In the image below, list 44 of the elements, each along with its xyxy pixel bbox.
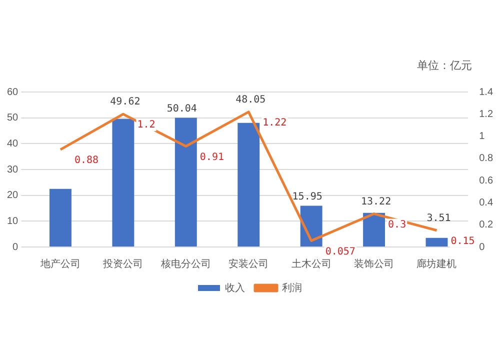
y-tick-label: 20	[7, 190, 19, 202]
data-label: 0.057	[325, 246, 356, 258]
data-label: 0.15	[450, 236, 475, 247]
data-label: 0.88	[74, 155, 99, 166]
data-label: 1.2	[137, 120, 156, 131]
y-tick-label: 40	[7, 138, 19, 150]
data-label: 0.3	[388, 219, 406, 230]
y2-tick-label: 0	[479, 242, 486, 253]
x-tick-label: 装饰公司	[354, 258, 394, 270]
y2-tick-label: 1	[479, 131, 486, 142]
bar	[238, 122, 260, 246]
data-label: 48.05	[236, 94, 266, 106]
y2-tick-label: 0.6	[479, 175, 494, 186]
data-label: 3.51	[426, 212, 451, 224]
y2-tick-label: 1.2	[479, 108, 494, 120]
bar	[426, 238, 448, 246]
y-tick-label: 60	[7, 86, 19, 98]
y2-tick-label: 0.2	[479, 220, 494, 231]
data-label: 15.95	[292, 191, 322, 202]
bar	[50, 188, 72, 246]
x-tick-label: 土木公司	[291, 258, 332, 270]
y2-tick-label: 0.4	[479, 197, 494, 208]
bar	[363, 212, 386, 246]
data-label: 50.04	[166, 103, 197, 114]
legend-label: 收入	[225, 282, 245, 294]
y-tick-label: 10	[7, 216, 19, 227]
x-tick-label: 廊坊建机	[416, 258, 457, 270]
legend-label: 利润	[282, 282, 302, 294]
y-tick-label: 30	[7, 164, 19, 176]
y-tick-label: 50	[7, 112, 19, 124]
y2-tick-label: 1.4	[479, 86, 494, 98]
bar	[174, 118, 197, 246]
y2-tick-label: 0.8	[479, 153, 494, 164]
bar	[112, 118, 134, 246]
data-label: 49.62	[110, 96, 140, 108]
x-tick-label: 投资公司	[102, 258, 144, 270]
x-tick-label: 安装公司	[228, 258, 269, 270]
x-tick-label: 核电分公司	[160, 258, 211, 270]
x-tick-label: 地产公司	[39, 258, 80, 270]
data-label: 0.91	[200, 152, 224, 163]
data-label: 13.22	[360, 196, 392, 208]
data-label: 1.22	[262, 118, 287, 129]
y-tick-label: 0	[12, 242, 19, 253]
text: 单位：亿元	[417, 58, 472, 73]
